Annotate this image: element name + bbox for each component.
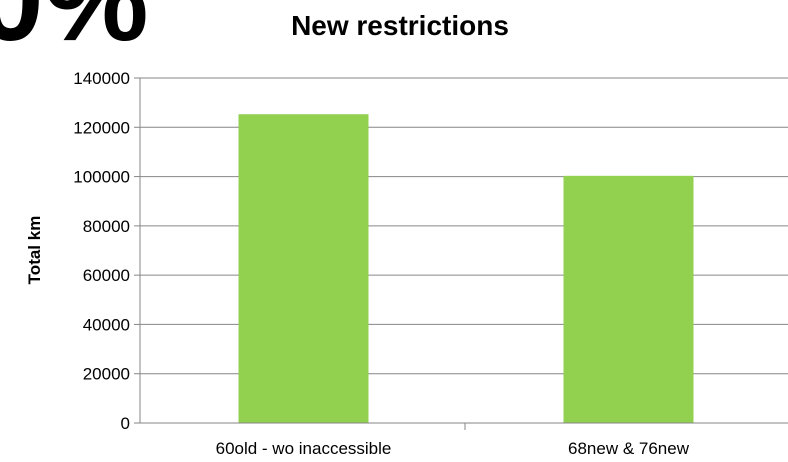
- y-tick-label: 40000: [83, 315, 130, 334]
- axes: [134, 77, 788, 430]
- bars: [238, 114, 694, 423]
- overlay-percent-text: 0%: [0, 0, 149, 66]
- y-tick-label: 60000: [83, 266, 130, 285]
- y-tick-label: 0: [121, 414, 130, 433]
- bar: [238, 114, 369, 423]
- x-tick-label: 60old - wo inaccessible: [216, 439, 392, 458]
- y-axis-label: Total km: [25, 216, 44, 285]
- x-tick-label: 68new & 76new: [568, 439, 690, 458]
- y-tick-labels: 0 20000 40000 60000 80000 100000 120000 140000: [73, 69, 130, 433]
- x-tick-labels: 60old - wo inaccessible 68new & 76new: [216, 439, 690, 458]
- y-tick-label: 120000: [73, 118, 130, 137]
- bar: [563, 175, 694, 423]
- y-tick-label: 20000: [83, 365, 130, 384]
- y-tick-label: 140000: [73, 69, 130, 88]
- y-tick-label: 80000: [83, 217, 130, 236]
- chart-title: New restrictions: [291, 10, 509, 41]
- y-tick-label: 100000: [73, 168, 130, 187]
